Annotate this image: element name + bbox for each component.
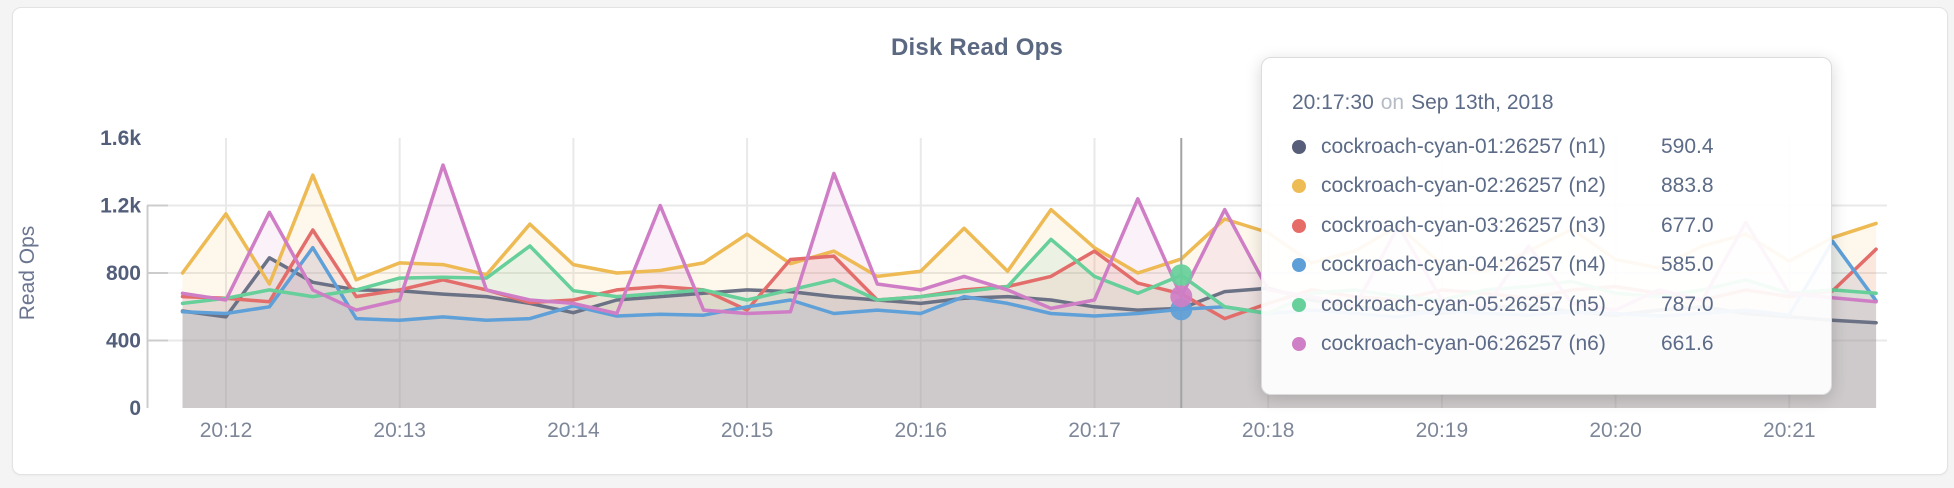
tooltip-row-n3: cockroach-cyan-03:26257 (n3) 677.0 bbox=[1292, 206, 1831, 246]
x-tick-label: 20:20 bbox=[1589, 419, 1642, 442]
tooltip-series-name: cockroach-cyan-02:26257 (n2) bbox=[1321, 174, 1606, 198]
x-tick-label: 20:17 bbox=[1068, 419, 1121, 442]
y-tick-label: 800 bbox=[106, 262, 141, 285]
tooltip-row-n2: cockroach-cyan-02:26257 (n2) 883.8 bbox=[1292, 167, 1831, 207]
tooltip-series-value: 585.0 bbox=[1661, 253, 1714, 277]
y-tick-label: 1.6k bbox=[100, 127, 141, 150]
tooltip-series-value: 787.0 bbox=[1661, 292, 1714, 316]
tooltip-conjunction: on bbox=[1380, 91, 1405, 114]
tooltip-row-n1: cockroach-cyan-01:26257 (n1) 590.4 bbox=[1292, 127, 1831, 167]
hover-tooltip: 20:17:30 on Sep 13th, 2018 cockroach-cyan-… bbox=[1261, 57, 1832, 395]
x-tick-label: 20:15 bbox=[721, 419, 774, 442]
y-tick-label: 0 bbox=[129, 397, 141, 420]
tooltip-row-n4: cockroach-cyan-04:26257 (n4) 585.0 bbox=[1292, 246, 1831, 286]
tooltip-series-value: 590.4 bbox=[1661, 134, 1714, 158]
tooltip-series-value: 883.8 bbox=[1661, 174, 1714, 198]
y-tick-label: 400 bbox=[106, 330, 141, 353]
tooltip-series-name: cockroach-cyan-06:26257 (n6) bbox=[1321, 332, 1606, 356]
tooltip-series-name: cockroach-cyan-04:26257 (n4) bbox=[1321, 253, 1606, 277]
hover-dot-n6[interactable] bbox=[1170, 285, 1193, 308]
tooltip-series-name: cockroach-cyan-03:26257 (n3) bbox=[1321, 213, 1606, 237]
series-color-dot-icon bbox=[1292, 139, 1306, 154]
tooltip-series-name: cockroach-cyan-05:26257 (n5) bbox=[1321, 292, 1606, 316]
series-color-dot-icon bbox=[1292, 258, 1306, 273]
tooltip-row-n5: cockroach-cyan-05:26257 (n5) 787.0 bbox=[1292, 285, 1831, 325]
tooltip-row-n6: cockroach-cyan-06:26257 (n6) 661.6 bbox=[1292, 325, 1831, 365]
series-color-dot-icon bbox=[1292, 337, 1306, 352]
tooltip-series-value: 661.6 bbox=[1661, 332, 1714, 356]
series-color-dot-icon bbox=[1292, 218, 1306, 233]
tooltip-time: 20:17:30 bbox=[1292, 91, 1374, 114]
tooltip-series-name: cockroach-cyan-01:26257 (n1) bbox=[1321, 134, 1606, 158]
y-axis-title: Read Ops bbox=[16, 226, 39, 321]
chart-title: Disk Read Ops bbox=[891, 34, 1063, 61]
y-tick-label: 1.2k bbox=[100, 195, 141, 218]
tooltip-series-value: 677.0 bbox=[1661, 213, 1714, 237]
tooltip-header: 20:17:30 on Sep 13th, 2018 bbox=[1292, 86, 1831, 120]
x-tick-label: 20:14 bbox=[547, 419, 600, 442]
x-tick-label: 20:13 bbox=[373, 419, 426, 442]
tooltip-rows: cockroach-cyan-01:26257 (n1) 590.4 cockroa… bbox=[1292, 127, 1831, 364]
x-tick-label: 20:19 bbox=[1416, 419, 1469, 442]
x-tick-label: 20:18 bbox=[1242, 419, 1295, 442]
x-tick-label: 20:21 bbox=[1763, 419, 1816, 442]
x-tick-label: 20:16 bbox=[895, 419, 948, 442]
series-color-dot-icon bbox=[1292, 297, 1306, 312]
hover-dot-n5[interactable] bbox=[1170, 264, 1193, 287]
series-color-dot-icon bbox=[1292, 179, 1306, 194]
x-tick-label: 20:12 bbox=[200, 419, 253, 442]
tooltip-date: Sep 13th, 2018 bbox=[1411, 91, 1554, 114]
